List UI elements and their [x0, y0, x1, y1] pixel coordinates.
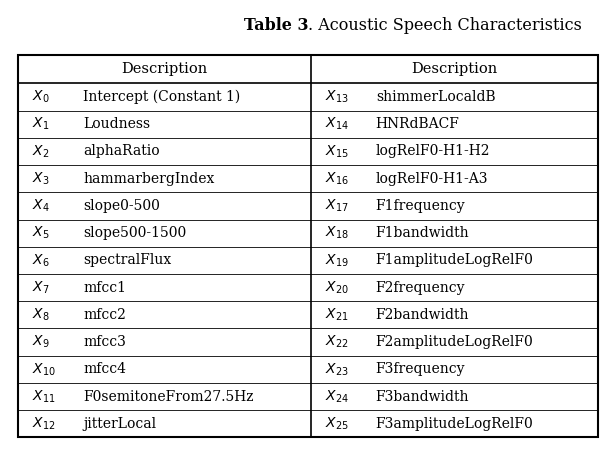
Text: $X_{24}$: $X_{24}$: [325, 388, 349, 405]
Text: $X_{1}$: $X_{1}$: [32, 116, 49, 132]
Text: slope500-1500: slope500-1500: [83, 226, 187, 240]
Text: $X_{19}$: $X_{19}$: [325, 252, 349, 268]
Text: $X_{0}$: $X_{0}$: [32, 89, 50, 105]
Text: shimmerLocaldB: shimmerLocaldB: [376, 90, 495, 104]
Text: $X_{16}$: $X_{16}$: [325, 170, 349, 187]
Text: $X_{3}$: $X_{3}$: [32, 170, 49, 187]
Text: F3bandwidth: F3bandwidth: [376, 390, 469, 403]
Text: Intercept (Constant 1): Intercept (Constant 1): [83, 90, 240, 104]
Text: F2amplitudeLogRelF0: F2amplitudeLogRelF0: [376, 335, 533, 349]
Text: mfcc1: mfcc1: [83, 281, 126, 294]
Text: . Acoustic Speech Characteristics: . Acoustic Speech Characteristics: [308, 16, 582, 34]
Text: F0semitoneFrom27.5Hz: F0semitoneFrom27.5Hz: [83, 390, 254, 403]
Text: F3amplitudeLogRelF0: F3amplitudeLogRelF0: [376, 417, 533, 431]
Text: $X_{10}$: $X_{10}$: [32, 361, 56, 377]
Text: $X_{7}$: $X_{7}$: [32, 279, 49, 296]
Text: jitterLocal: jitterLocal: [83, 417, 156, 431]
Text: mfcc4: mfcc4: [83, 362, 126, 376]
Text: $X_{9}$: $X_{9}$: [32, 334, 50, 350]
Text: $X_{25}$: $X_{25}$: [325, 415, 348, 432]
Text: F2bandwidth: F2bandwidth: [376, 308, 469, 322]
Text: Description: Description: [121, 62, 208, 76]
Text: Table 3: Table 3: [243, 16, 308, 34]
Text: logRelF0-H1-H2: logRelF0-H1-H2: [376, 144, 490, 158]
Text: F2frequency: F2frequency: [376, 281, 465, 294]
Text: $X_{18}$: $X_{18}$: [325, 225, 349, 241]
Text: alphaRatio: alphaRatio: [83, 144, 160, 158]
Text: $X_{11}$: $X_{11}$: [32, 388, 55, 405]
Text: $X_{15}$: $X_{15}$: [325, 143, 348, 160]
Text: $X_{23}$: $X_{23}$: [325, 361, 348, 377]
Text: F1bandwidth: F1bandwidth: [376, 226, 469, 240]
Text: mfcc2: mfcc2: [83, 308, 126, 322]
Text: spectralFlux: spectralFlux: [83, 253, 171, 267]
Text: $X_{12}$: $X_{12}$: [32, 415, 55, 432]
Text: Description: Description: [411, 62, 498, 76]
Text: $X_{2}$: $X_{2}$: [32, 143, 49, 160]
Bar: [18, 55, 598, 437]
Text: F3frequency: F3frequency: [376, 362, 465, 376]
Text: $X_{20}$: $X_{20}$: [325, 279, 349, 296]
Text: logRelF0-H1-A3: logRelF0-H1-A3: [376, 172, 488, 185]
Text: hammarbergIndex: hammarbergIndex: [83, 172, 214, 185]
Text: HNRdBACF: HNRdBACF: [376, 117, 460, 131]
Text: $X_{6}$: $X_{6}$: [32, 252, 50, 268]
Text: $X_{17}$: $X_{17}$: [325, 198, 348, 214]
Text: $X_{8}$: $X_{8}$: [32, 307, 50, 323]
Text: $X_{22}$: $X_{22}$: [325, 334, 348, 350]
Text: $X_{5}$: $X_{5}$: [32, 225, 49, 241]
Text: mfcc3: mfcc3: [83, 335, 126, 349]
Text: slope0-500: slope0-500: [83, 199, 160, 213]
Text: F1frequency: F1frequency: [376, 199, 465, 213]
Text: $X_{4}$: $X_{4}$: [32, 198, 50, 214]
Text: F1amplitudeLogRelF0: F1amplitudeLogRelF0: [376, 253, 533, 267]
Text: $X_{13}$: $X_{13}$: [325, 89, 348, 105]
Text: $X_{21}$: $X_{21}$: [325, 307, 348, 323]
Text: Loudness: Loudness: [83, 117, 150, 131]
Text: $X_{14}$: $X_{14}$: [325, 116, 349, 132]
